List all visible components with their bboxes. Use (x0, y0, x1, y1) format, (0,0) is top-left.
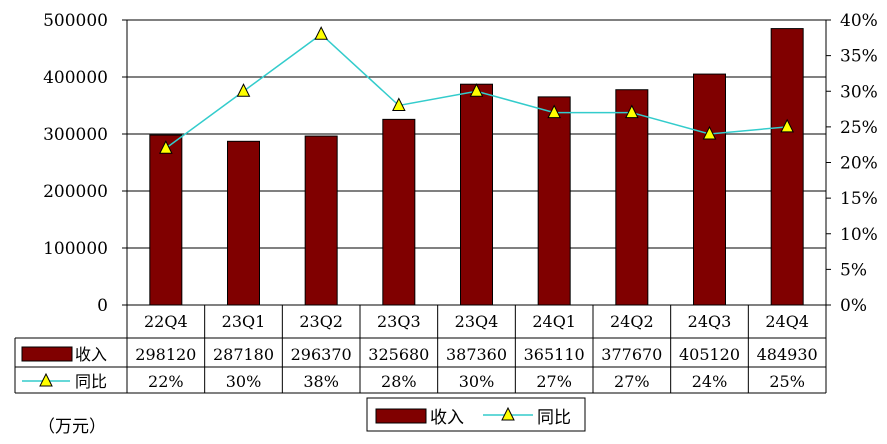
legend-yoy-label: 同比 (537, 408, 571, 428)
revenue-bar (693, 73, 726, 306)
revenue-bar (537, 96, 571, 306)
yoy-point (625, 104, 639, 119)
table-yoy-marker (39, 372, 53, 387)
right-axis-ticks: 0% 5% 10% 15% 20% 25% 30% 35% 40% (826, 11, 878, 316)
table-yoy-header: 同比 (75, 372, 107, 391)
revenue-bar (770, 28, 804, 306)
yoy-point (702, 125, 717, 140)
right-tick-label: 10% (840, 225, 878, 245)
yoy-point (236, 83, 251, 97)
left-axis-ticks: 0 100000 200000 300000 400000 500000 (43, 11, 127, 316)
left-tick-label: 100000 (43, 239, 108, 259)
revenue-value: 387360 (446, 345, 507, 364)
legend-revenue-label: 收入 (430, 408, 464, 428)
revenue-value: 298120 (135, 345, 196, 364)
yoy-value: 24% (692, 372, 728, 391)
right-tick-label: 5% (840, 260, 867, 280)
legend-revenue-swatch (375, 408, 427, 424)
yoy-value: 22% (148, 372, 184, 391)
revenue-value: 377670 (601, 345, 662, 364)
right-tick-label: 35% (840, 47, 878, 67)
revenue-bar (304, 135, 338, 306)
category-label: 24Q2 (610, 312, 654, 331)
table-revenue-swatch (21, 346, 73, 362)
revenue-value: 296370 (291, 345, 352, 364)
right-tick-label: 0% (840, 296, 867, 316)
yoy-value: 38% (303, 372, 339, 391)
yoy-line (159, 26, 794, 154)
legend-yoy-marker (501, 406, 515, 421)
yoy-point (392, 97, 406, 111)
yoy-point (469, 83, 484, 97)
category-label: 24Q4 (765, 312, 809, 331)
category-label: 24Q3 (688, 312, 732, 331)
yoy-value: 30% (226, 372, 262, 391)
revenue-bar (382, 118, 416, 306)
revenue-value: 287180 (213, 345, 274, 364)
revenue-value: 405120 (679, 345, 740, 364)
yoy-point (314, 26, 328, 40)
revenue-bars (149, 28, 804, 306)
yoy-value: 25% (769, 372, 805, 391)
left-tick-label: 200000 (43, 182, 108, 202)
unit-label: （万元） (38, 417, 106, 437)
category-label: 23Q1 (222, 312, 266, 331)
left-tick-label: 500000 (43, 11, 108, 31)
revenue-bar (149, 134, 183, 306)
category-label: 23Q4 (455, 312, 499, 331)
yoy-point (547, 104, 561, 119)
table-revenue-header: 收入 (75, 345, 107, 364)
revenue-bar (227, 140, 260, 306)
left-tick-label: 0 (97, 296, 108, 316)
yoy-value: 28% (381, 372, 417, 391)
revenue-bar (460, 83, 493, 306)
right-tick-label: 30% (840, 82, 878, 102)
yoy-value: 27% (536, 372, 572, 391)
revenue-value: 484930 (757, 345, 818, 364)
right-tick-label: 40% (840, 11, 878, 31)
revenue-value: 325680 (368, 345, 429, 364)
yoy-value: 27% (614, 372, 650, 391)
yoy-point (159, 140, 173, 154)
category-label: 23Q3 (377, 312, 421, 331)
data-table: 22Q4 23Q1 23Q2 23Q3 23Q4 24Q1 24Q2 24Q3 24Q4 收入同比… (14, 304, 827, 394)
revenue-value: 365110 (524, 345, 585, 364)
category-label: 23Q2 (299, 312, 343, 331)
category-label: 22Q4 (144, 312, 188, 331)
yoy-point (780, 118, 794, 133)
right-tick-label: 15% (840, 189, 878, 209)
revenue-bar (615, 89, 649, 306)
right-tick-label: 20% (840, 154, 878, 174)
yoy-value: 30% (459, 372, 495, 391)
left-tick-label: 300000 (43, 125, 108, 145)
category-label: 24Q1 (532, 312, 576, 331)
right-tick-label: 25% (840, 118, 878, 138)
left-tick-label: 400000 (43, 68, 108, 88)
legend: 收入 同比 (366, 397, 586, 432)
